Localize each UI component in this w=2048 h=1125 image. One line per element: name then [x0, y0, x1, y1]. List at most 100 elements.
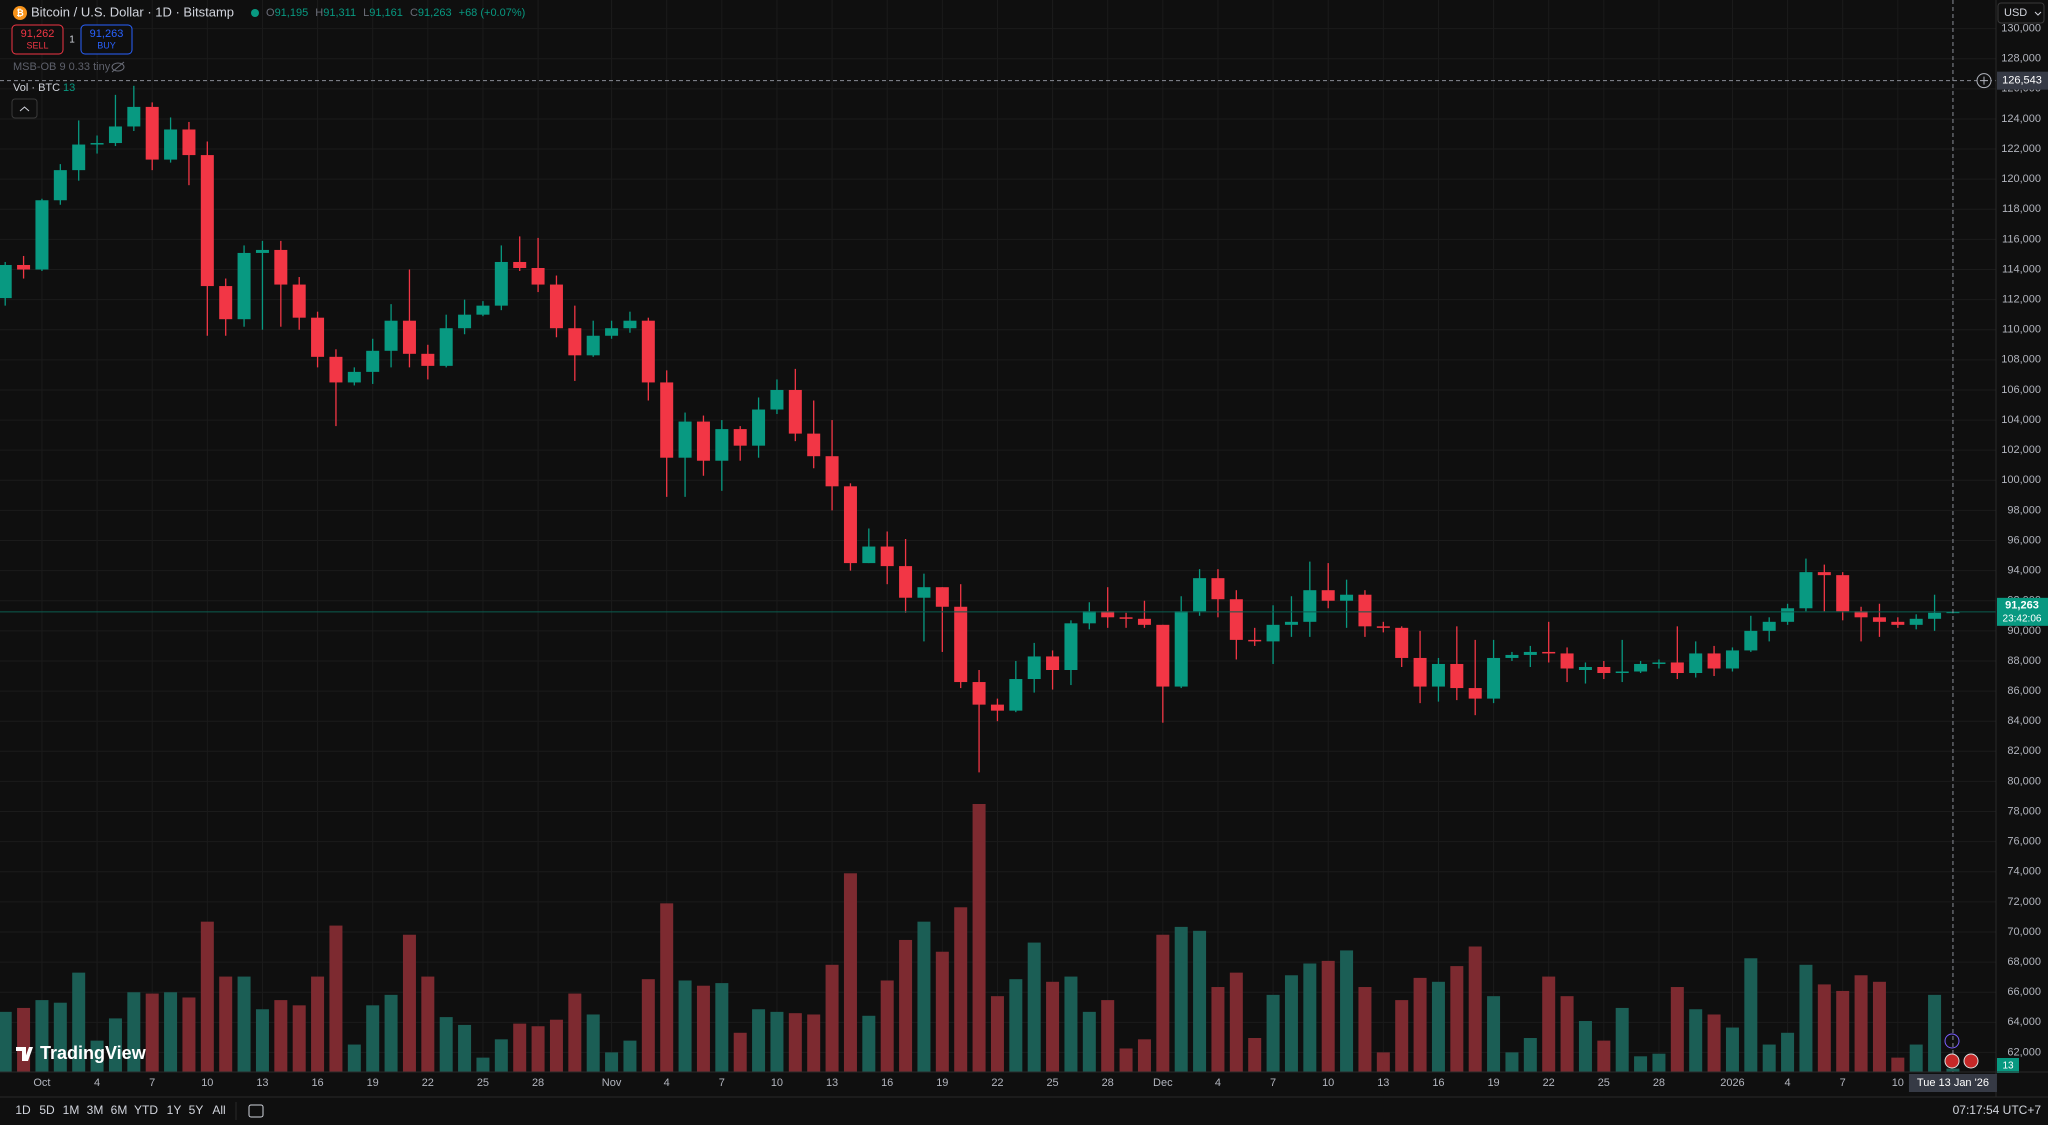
volume-bar — [1450, 966, 1464, 1072]
candle-layer — [0, 85, 1960, 773]
goto-date-button[interactable] — [248, 1104, 264, 1118]
y-tick-label: 102,000 — [2001, 444, 2041, 456]
buy-button[interactable] — [80, 24, 133, 55]
currency-button[interactable] — [1997, 2, 2045, 24]
range-button[interactable]: 5D — [39, 1103, 55, 1117]
candle-body — [1597, 666, 1611, 674]
candle-body — [1431, 663, 1445, 687]
range-button[interactable]: All — [212, 1103, 225, 1117]
event-flag[interactable] — [1944, 1053, 1960, 1069]
volume-bar — [605, 1052, 619, 1072]
y-tick-label: 78,000 — [2007, 805, 2041, 817]
range-button[interactable]: 3M — [87, 1103, 104, 1117]
candle-body — [292, 284, 306, 318]
candle-body — [145, 106, 159, 160]
ohlc: O91,195 H91,311 L91,161 C91,263 +68 (+0.… — [266, 7, 525, 19]
volume-bar — [715, 983, 729, 1072]
candle-body — [788, 389, 802, 434]
candle-body — [935, 587, 949, 607]
y-tick-label: 72,000 — [2007, 896, 2041, 908]
volume-bar — [1119, 1048, 1133, 1072]
volume-bar — [1376, 1052, 1390, 1072]
x-tick-label: 16 — [881, 1077, 893, 1089]
volume-bar — [1303, 963, 1317, 1072]
price-axis-panel — [1996, 0, 2048, 1072]
crosshair-date: Tue 13 Jan '26 — [1917, 1077, 1989, 1089]
candle-body — [770, 389, 784, 410]
volume-bar — [1578, 1021, 1592, 1072]
volume-bar — [513, 1023, 527, 1072]
candle-body — [329, 356, 343, 383]
x-tick-label: 7 — [1840, 1077, 1846, 1089]
change: +68 (+0.07%) — [459, 7, 526, 19]
candle-body — [1689, 653, 1703, 674]
y-tick-label: 124,000 — [2001, 113, 2041, 125]
candle-body — [1762, 621, 1776, 631]
range-button[interactable]: 1M — [63, 1103, 80, 1117]
y-tick-label: 96,000 — [2007, 534, 2041, 546]
collapse-button[interactable] — [11, 98, 38, 119]
x-tick-label: Nov — [602, 1077, 622, 1089]
volume-bar — [1725, 1027, 1739, 1072]
range-button[interactable]: 5Y — [189, 1103, 204, 1117]
candle-body — [843, 486, 857, 564]
symbol[interactable]: Bitcoin / U.S. Dollar · 1D · Bitstamp — [31, 4, 234, 19]
range-button[interactable]: 1D — [15, 1103, 31, 1117]
event-flag[interactable] — [1963, 1053, 1979, 1069]
buy-price[interactable]: 91,263 — [90, 28, 124, 40]
range-button[interactable]: YTD — [134, 1103, 158, 1117]
logo[interactable]: TradingView — [40, 1043, 147, 1063]
buy-label[interactable]: BUY — [97, 40, 116, 50]
sell-label[interactable]: SELL — [26, 40, 48, 50]
range-button[interactable]: 1Y — [167, 1103, 182, 1117]
candle-body — [660, 382, 674, 458]
candle-body — [72, 144, 86, 171]
volume-bar — [1872, 981, 1886, 1072]
candle-body — [825, 456, 839, 487]
candle-body — [90, 143, 104, 145]
candle-body — [641, 320, 655, 383]
x-tick-label: 13 — [1377, 1077, 1389, 1089]
indicator[interactable]: MSB-OB 9 0.33 tiny — [13, 61, 111, 73]
y-tick-label: 118,000 — [2002, 203, 2041, 215]
volume-bar — [862, 1015, 876, 1072]
volume-bar — [1468, 946, 1482, 1072]
volume-bar — [329, 925, 343, 1072]
candle-body — [53, 170, 67, 201]
y-tick-label: 90,000 — [2007, 625, 2041, 637]
logo-icon — [16, 1047, 33, 1061]
y-tick-label: 74,000 — [2007, 866, 2041, 878]
volume-bar — [1597, 1040, 1611, 1072]
volume-legend[interactable]: Vol · BTC — [13, 82, 60, 94]
candle-body — [1891, 621, 1905, 625]
x-tick-label: 10 — [201, 1077, 213, 1089]
sell-price[interactable]: 91,262 — [21, 28, 55, 40]
volume-bar — [641, 979, 655, 1072]
volume-legend-value: 13 — [63, 82, 75, 94]
clock[interactable]: 07:17:54 UTC+7 — [1953, 1103, 2042, 1117]
volume-bar — [1781, 1032, 1795, 1072]
volume-bar — [917, 921, 931, 1072]
y-tick-label: 128,000 — [2001, 53, 2041, 65]
x-tick-label: 22 — [422, 1077, 434, 1089]
candle-body — [1009, 679, 1023, 711]
hide-icon[interactable] — [111, 62, 125, 72]
candle-body — [1836, 575, 1850, 612]
volume-axis-box — [1997, 1058, 2019, 1073]
event-icon[interactable] — [1944, 1033, 1960, 1049]
candle-body — [733, 429, 747, 446]
candle-body — [127, 106, 141, 127]
candle-body — [880, 546, 894, 567]
sell-button[interactable] — [11, 24, 64, 55]
candle-body — [311, 317, 325, 357]
range-button[interactable]: 6M — [111, 1103, 128, 1117]
x-tick-label: 25 — [1598, 1077, 1610, 1089]
currency[interactable]: USD — [2004, 7, 2027, 19]
volume-bar — [696, 985, 710, 1072]
y-tick-label: 88,000 — [2007, 655, 2041, 667]
candle-body — [1395, 627, 1409, 658]
y-tick-label: 94,000 — [2007, 565, 2041, 577]
x-tick-label: 25 — [1046, 1077, 1058, 1089]
candle-body — [1928, 612, 1942, 619]
